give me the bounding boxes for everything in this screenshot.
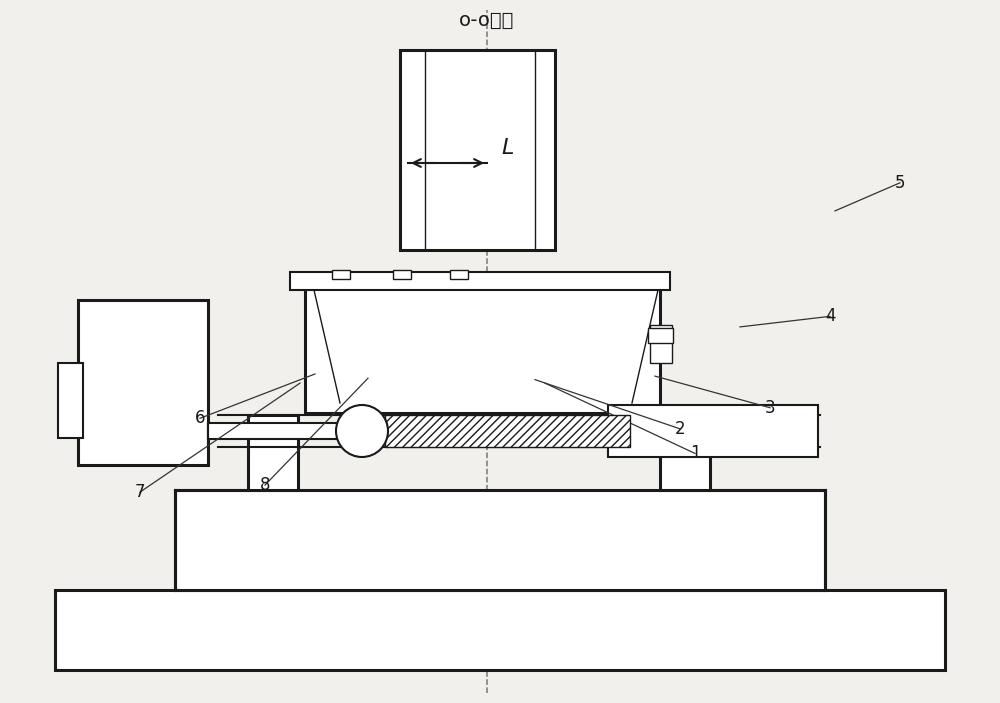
Bar bbox=[385, 415, 630, 447]
Bar bbox=[208, 423, 338, 439]
Text: 3: 3 bbox=[765, 399, 775, 417]
Text: 5: 5 bbox=[895, 174, 905, 192]
Text: L: L bbox=[502, 138, 514, 158]
Bar bbox=[305, 280, 660, 413]
Bar bbox=[290, 272, 670, 290]
Text: o-o轴线: o-o轴线 bbox=[459, 11, 515, 30]
Text: 1: 1 bbox=[690, 444, 700, 463]
Bar bbox=[78, 300, 208, 465]
Text: 2: 2 bbox=[675, 420, 685, 438]
Bar bbox=[400, 50, 555, 250]
Bar bbox=[55, 590, 945, 670]
Bar bbox=[248, 415, 298, 490]
Bar bbox=[393, 270, 411, 279]
Bar bbox=[608, 405, 818, 457]
Circle shape bbox=[336, 405, 388, 457]
Bar bbox=[660, 415, 710, 490]
Bar bbox=[450, 270, 468, 279]
Text: 6: 6 bbox=[195, 409, 205, 427]
Bar bbox=[58, 363, 83, 438]
Bar bbox=[332, 270, 350, 279]
Text: 4: 4 bbox=[825, 307, 835, 325]
Bar bbox=[648, 328, 673, 343]
Text: 8: 8 bbox=[260, 476, 270, 494]
Text: 7: 7 bbox=[135, 483, 145, 501]
Bar bbox=[650, 325, 672, 363]
Bar bbox=[175, 490, 825, 590]
